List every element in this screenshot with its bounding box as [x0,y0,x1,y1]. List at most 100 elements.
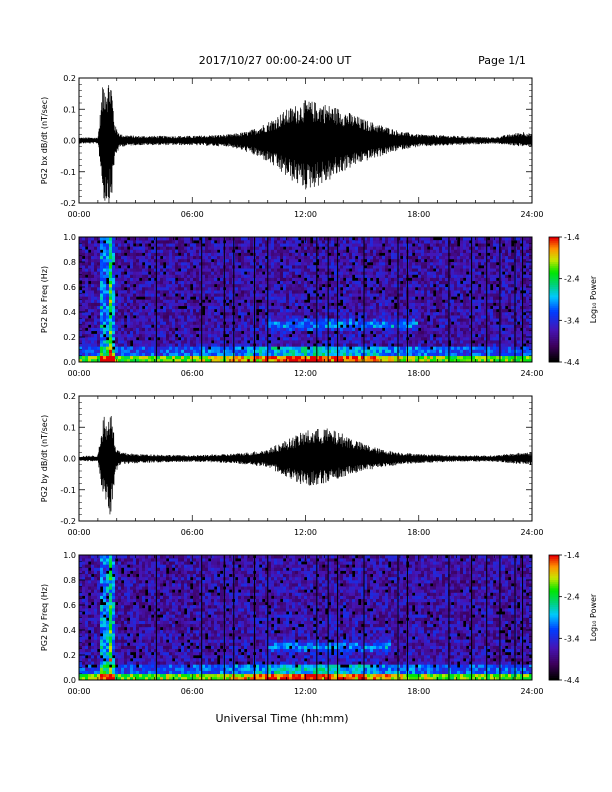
spectrogram-cell [148,315,152,319]
spectrogram-cell [154,290,158,294]
spectrogram-cell [106,240,110,244]
spectrogram-cell [463,318,467,322]
spectrogram-cell [115,283,119,288]
spectrogram-cell [421,327,425,332]
spectrogram-cell [463,355,467,360]
spectrogram-cell [307,274,311,278]
spectrogram-cell [100,346,104,350]
spectrogram-cell [403,293,407,297]
spectrogram-cell [157,315,161,319]
spectrogram-cell [163,340,167,344]
spectrogram-cell [343,321,347,325]
spectrogram-cell [343,293,347,297]
spectrogram-cell [352,340,356,344]
spectrogram-cell [316,243,320,247]
spectrogram-cell [457,355,461,360]
spectrogram-cell [106,293,110,297]
spectrogram-cell [247,290,251,294]
spectrogram-cell [427,268,431,272]
spectrogram-cell [436,255,440,260]
spectrogram-cell [442,287,446,291]
spectrogram-cell [97,271,101,275]
spectrogram-cell [409,299,413,303]
spectrogram-cell [370,252,374,257]
spectrogram-cell [451,237,455,241]
spectrogram-cell [244,330,248,335]
spectrogram-cell [94,324,98,328]
spectrogram-cell [115,265,119,269]
spectrogram-cell [403,321,407,325]
spectrogram-cell [358,302,362,307]
spectrogram-cell [103,255,107,260]
spectrogram-cell [322,280,326,285]
spectrogram-cell [286,346,290,350]
spectrogram-cell [220,287,224,291]
spectrogram-cell [280,324,284,328]
spectrogram-cell [442,312,446,316]
spectrogram-cell [106,358,110,363]
spectrogram-cell [190,318,194,322]
spectrogram-cell [280,352,284,357]
spectrogram-cell [157,268,161,272]
spectrogram-cell [334,252,338,257]
spectrogram-cell [214,324,218,328]
spectrogram-cell [325,265,329,269]
spectrogram-cell [463,258,467,263]
spectrogram-cell [388,299,392,303]
spectrogram-cell [349,358,353,363]
spectrogram-cell [340,296,344,300]
spectrogram-cell [433,262,437,266]
spectrogram-cell [103,330,107,335]
spectrogram-cell [334,358,338,363]
spectrogram-cell [376,249,380,253]
spectrogram-cell [301,305,305,310]
spectrogram-cell [265,246,269,250]
spectrogram-cell [142,346,146,350]
spectrogram-cell [85,352,89,357]
spectrogram-cell [292,355,296,360]
spectrogram-cell [244,315,248,319]
spectrogram-cell [112,271,116,275]
spectrogram-cell [148,355,152,360]
spectrogram-cell [307,321,311,325]
spectrogram-cell [196,265,200,269]
spectrogram-cell [262,308,266,313]
spectrogram-cell [244,337,248,341]
spectrogram-cell [307,290,311,294]
spectrogram-cell [412,299,416,303]
spectrogram-cell [160,346,164,350]
spectrogram-cell [199,246,203,250]
spectrogram-cell [208,327,212,332]
spectrogram-cell [286,296,290,300]
spectrogram-cell [391,315,395,319]
spectrogram-cell [145,340,149,344]
spectrogram-cell [379,312,383,316]
spectrogram-cell [136,349,140,353]
spectrogram-cell [466,243,470,247]
spectrogram-cell [151,274,155,278]
spectrogram-cell [106,305,110,310]
spectrogram-cell [280,252,284,257]
spectrogram-cell [178,330,182,335]
spectrogram-cell [190,315,194,319]
spectrogram-cell [205,346,209,350]
spectrogram-cell [352,312,356,316]
spectrogram-cell [298,262,302,266]
spectrogram-cell [199,349,203,353]
spectrogram-cell [310,355,314,360]
spectrogram-cell [349,349,353,353]
spectrogram-cell [286,258,290,263]
spectrogram-cell [280,299,284,303]
spectrogram-cell [454,315,458,319]
spectrogram-cell [100,268,104,272]
spectrogram-cell [451,346,455,350]
spectrogram-cell [283,296,287,300]
spectrogram-cell [106,262,110,266]
spectrogram-cell [376,318,380,322]
spectrogram-cell [214,237,218,241]
spectrogram-cell [160,337,164,341]
spectrogram-cell [307,349,311,353]
spectrogram-cell [310,318,314,322]
spectrogram-cell [109,321,113,325]
spectrogram-cell [397,346,401,350]
